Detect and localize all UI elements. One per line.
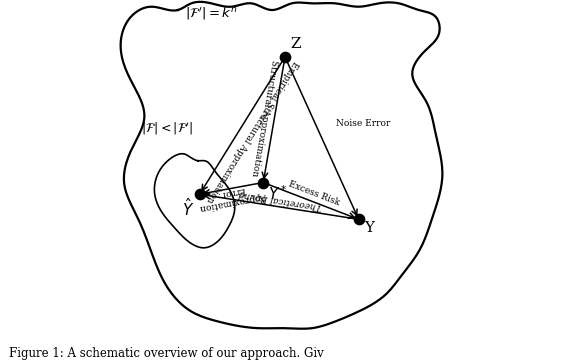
Point [354,217,363,222]
Point [195,191,204,197]
Point [280,54,290,60]
Text: Y: Y [365,221,374,235]
Text: Structural Approximation: Structural Approximation [250,59,279,177]
Text: Z: Z [290,37,300,51]
Text: Excess Risk: Excess Risk [287,179,341,207]
Text: $|\mathcal{F}'| = k^n$: $|\mathcal{F}'| = k^n$ [185,5,237,22]
Text: Approximation
Error: Approximation Error [198,181,268,212]
Text: Noise Error: Noise Error [336,119,390,128]
Text: Empirical Structural Approximation: Empirical Structural Approximation [205,59,300,204]
Text: $|\mathcal{F}| < |\mathcal{F}'|$: $|\mathcal{F}| < |\mathcal{F}'|$ [141,121,193,137]
Text: Figure 1: A schematic overview of our approach. Giv: Figure 1: A schematic overview of our ap… [9,347,323,360]
Text: $\hat{Y}$: $\hat{Y}$ [182,198,194,219]
Point [259,179,268,185]
Text: Theoretical Bound: Theoretical Bound [238,189,323,210]
Text: $Y^*$: $Y^*$ [268,184,288,203]
